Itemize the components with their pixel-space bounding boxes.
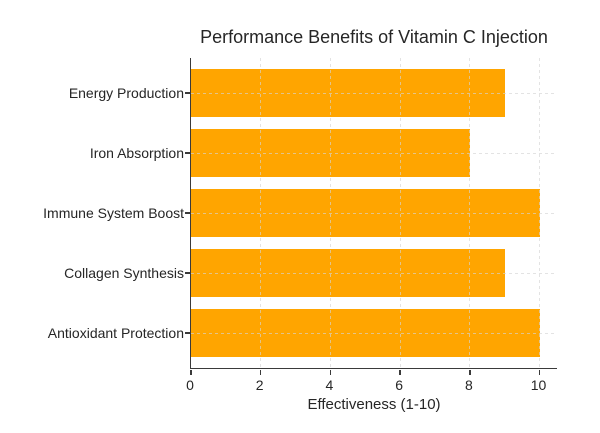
h-gridline	[191, 273, 557, 274]
v-gridline	[399, 58, 401, 368]
x-tick-label: 10	[530, 377, 547, 393]
y-tick	[184, 152, 190, 154]
x-tick	[538, 369, 541, 375]
x-axis-title: Effectiveness (1-10)	[307, 396, 441, 413]
plot-area	[184, 58, 557, 375]
v-gridline	[469, 58, 471, 368]
h-gridline	[191, 93, 557, 94]
x-tick-label: 2	[255, 377, 264, 393]
chart-title: Performance Benefits of Vitamin C Inject…	[200, 27, 548, 47]
x-tick	[469, 369, 471, 375]
y-axis-label: Antioxidant Protection	[47, 325, 184, 341]
y-tick	[184, 212, 190, 214]
v-gridline	[260, 58, 262, 368]
h-gridline	[191, 333, 557, 334]
x-tick	[190, 369, 192, 375]
y-axis-label: Collagen Synthesis	[64, 265, 184, 281]
y-axis-label: Immune System Boost	[43, 205, 184, 221]
x-tick-label: 6	[395, 377, 404, 393]
v-gridline	[539, 58, 541, 368]
v-gridline	[329, 58, 331, 368]
y-tick	[184, 332, 190, 334]
y-axis-label: Energy Production	[68, 85, 184, 101]
h-gridline	[191, 213, 557, 214]
x-tick-label: 8	[464, 377, 473, 393]
x-tick-label: 0	[186, 377, 194, 393]
x-tick	[329, 369, 332, 375]
x-tick	[399, 369, 401, 375]
y-tick	[184, 272, 190, 274]
x-tick-label: 4	[325, 377, 334, 393]
y-axis-label: Iron Absorption	[89, 145, 184, 161]
x-tick	[259, 369, 262, 375]
h-gridline	[191, 153, 557, 154]
y-tick	[184, 92, 190, 94]
